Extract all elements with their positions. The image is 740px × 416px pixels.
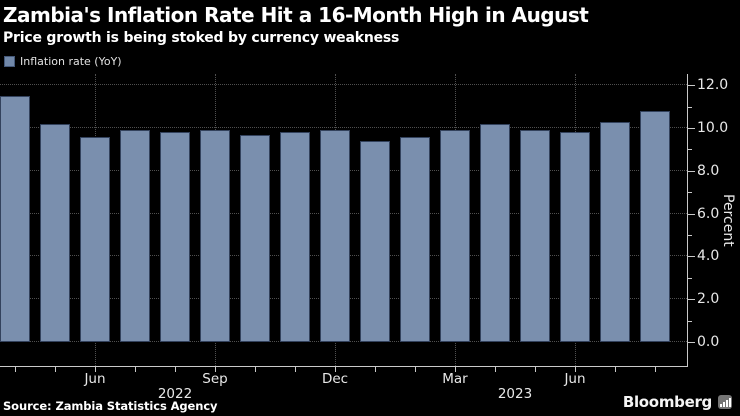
y-tick-label: 2.0: [697, 291, 720, 308]
y-minor-tick: [688, 277, 692, 279]
x-tick: [535, 367, 536, 372]
y-minor-tick: [688, 149, 692, 151]
y-major-tick: [688, 256, 695, 258]
y-tick-label: 12.0: [697, 77, 729, 94]
x-tick-label: Jun: [564, 371, 586, 387]
x-tick: [215, 367, 216, 372]
bar: [120, 130, 150, 342]
y-tick-label: 4.0: [697, 248, 720, 265]
legend-swatch-icon: [4, 56, 15, 67]
bar: [280, 132, 310, 342]
bloomberg-chart-icon: [718, 395, 732, 409]
x-tick-label: Dec: [321, 371, 349, 387]
y-major-tick: [688, 299, 695, 301]
y-major-tick: [688, 213, 695, 215]
x-tick-label: Mar: [442, 371, 468, 387]
h-gridline: [0, 127, 687, 129]
x-tick: [495, 367, 496, 372]
x-tick: [295, 367, 296, 372]
x-tick: [455, 367, 456, 372]
y-minor-tick: [688, 106, 692, 108]
bar: [40, 124, 70, 342]
legend-label: Inflation rate (YoY): [20, 55, 122, 68]
y-major-tick: [688, 128, 695, 130]
bar: [240, 135, 270, 342]
y-major-tick: [688, 342, 695, 343]
bar: [320, 130, 350, 342]
bar: [640, 111, 670, 342]
y-tick-label: 6.0: [697, 205, 720, 222]
y-tick-label: 8.0: [697, 162, 720, 179]
h-gridline: [0, 84, 687, 86]
x-tick: [95, 367, 96, 372]
bar: [160, 132, 190, 342]
bar: [80, 137, 110, 342]
bloomberg-wordmark: Bloomberg: [622, 393, 712, 411]
bloomberg-branding: Bloomberg: [623, 393, 732, 411]
bar: [0, 96, 30, 342]
bar: [600, 122, 630, 342]
year-label: 2023: [497, 386, 533, 402]
bar: [360, 141, 390, 342]
y-axis-title: Percent: [720, 193, 736, 247]
y-minor-tick: [688, 320, 692, 322]
x-tick: [335, 367, 336, 372]
x-tick: [575, 367, 576, 372]
source-note: Source: Zambia Statistics Agency: [3, 399, 218, 413]
y-minor-tick: [688, 192, 692, 194]
x-tick: [655, 367, 656, 372]
legend: Inflation rate (YoY): [4, 55, 122, 68]
y-tick-label: 0.0: [697, 334, 720, 350]
y-tick-label: 10.0: [697, 120, 729, 137]
bar: [400, 137, 430, 342]
x-tick: [15, 367, 16, 372]
y-major-tick: [688, 85, 695, 87]
x-tick: [375, 367, 376, 372]
x-tick: [135, 367, 136, 372]
x-tick: [615, 367, 616, 372]
bar: [200, 130, 230, 342]
year-label: 2022: [157, 386, 193, 402]
bar: [440, 130, 470, 342]
chart-subtitle: Price growth is being stoked by currency…: [3, 30, 400, 46]
bar: [520, 130, 550, 342]
y-minor-tick: [688, 235, 692, 237]
bar: [560, 132, 590, 342]
chart-title: Zambia's Inflation Rate Hit a 16-Month H…: [3, 3, 589, 27]
y-major-tick: [688, 170, 695, 172]
x-tick: [175, 367, 176, 372]
x-tick-label: Jun: [84, 371, 106, 387]
plot-area: [0, 74, 688, 367]
x-tick: [415, 367, 416, 372]
x-tick: [55, 367, 56, 372]
x-tick-label: Sep: [202, 371, 228, 387]
x-tick: [255, 367, 256, 372]
bar: [480, 124, 510, 342]
